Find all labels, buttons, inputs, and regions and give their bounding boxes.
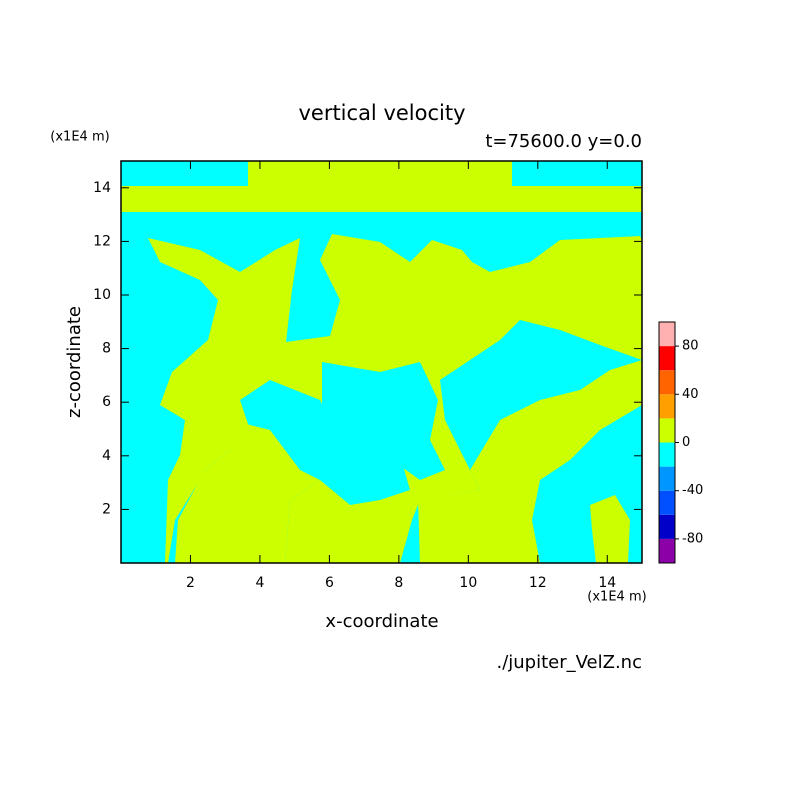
y-tick-label: 10 [93,287,111,303]
contour-region [418,360,642,563]
x-tick-label: 4 [255,575,264,591]
chart-title: vertical velocity [298,101,465,125]
colorbar-segment [659,394,675,419]
colorbar-segment [659,442,675,467]
y-unit: (x1E4 m) [50,130,109,145]
y-tick-label: 14 [93,180,111,196]
colorbar-segment [659,490,675,515]
x-tick-label: 2 [186,575,195,591]
y-tick-label: 6 [102,394,111,410]
x-tick-label: 6 [325,575,334,591]
source-file: ./jupiter_VelZ.nc [496,652,642,673]
x-unit: (x1E4 m) [587,590,646,605]
colorbar-segment [659,466,675,491]
y-tick-label: 4 [102,448,111,464]
contour-region [248,161,512,212]
colorbar-segment [659,346,675,371]
x-axis-label: x-coordinate [325,611,438,632]
contour-region [590,495,630,563]
colorbar-segment [659,418,675,443]
x-tick-label: 12 [529,575,547,591]
plot-frame [120,160,643,564]
y-axis-label: z-coordinate [64,306,85,418]
x-tick-label: 8 [394,575,403,591]
colorbar-segment [659,538,675,563]
x-tick-label: 10 [459,575,477,591]
subtitle: t=75600.0 y=0.0 [485,131,642,152]
colorbar-tick-label: -80 [682,531,703,546]
contour-region [175,420,320,563]
contour-region [322,362,445,480]
colorbar-tick-label: 40 [682,387,699,402]
colorbar-segment [659,370,675,395]
x-tick-label: 14 [598,575,616,591]
colorbar-tick-label: 80 [682,339,699,354]
colorbar-segment [659,322,675,347]
y-tick-label: 2 [102,501,111,517]
colorbar-tick-label: 0 [682,435,690,450]
y-tick-label: 8 [102,341,111,357]
colorbar-segment [659,514,675,539]
colorbar-tick-label: -40 [682,483,703,498]
y-tick-label: 12 [93,233,111,249]
